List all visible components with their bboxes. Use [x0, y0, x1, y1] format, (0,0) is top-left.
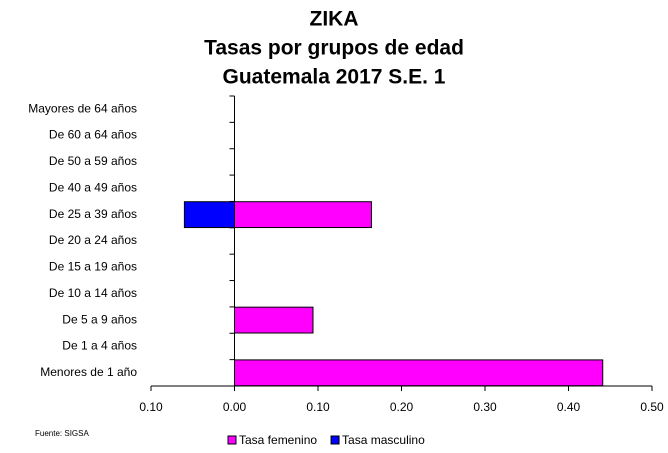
x-tick-label: 0.10: [139, 400, 163, 414]
chart-title: ZIKA: [310, 8, 359, 31]
y-tick-label: De 15 a 19 años: [49, 260, 137, 274]
x-tick-label: 0.20: [390, 400, 414, 414]
chart-title: Guatemala 2017 S.E. 1: [223, 66, 446, 89]
bar: [234, 306, 314, 334]
y-tick-label: De 10 a 14 años: [49, 286, 137, 300]
chart-title: Tasas por grupos de edad: [204, 37, 464, 60]
x-tick-label: 0.00: [223, 400, 247, 414]
y-tick-label: De 40 a 49 años: [49, 180, 137, 194]
source: Fuente: SIGSA: [35, 429, 89, 438]
y-tick-label: De 25 a 39 años: [49, 207, 137, 221]
y-tick-label: Menores de 1 año: [40, 365, 137, 379]
bar: [183, 201, 235, 229]
bar: [234, 359, 604, 387]
x-tick-label: 0.40: [557, 400, 581, 414]
x-tick-label: 0.10: [306, 400, 330, 414]
y-tick-label: De 20 a 24 años: [49, 233, 137, 247]
bar: [234, 201, 372, 229]
legend-swatch: [227, 435, 237, 445]
x-tick-label: 0.50: [640, 400, 664, 414]
y-tick-label: Mayores de 64 años: [28, 101, 137, 115]
legend-label: Tasa femenino: [239, 433, 317, 447]
x-tick-label: 0.30: [473, 400, 497, 414]
y-tick-label: De 60 a 64 años: [49, 128, 137, 142]
legend-label: Tasa masculino: [342, 433, 425, 447]
y-tick-label: De 5 a 9 años: [62, 312, 137, 326]
legend-swatch: [330, 435, 340, 445]
y-tick-label: De 1 a 4 años: [62, 339, 137, 353]
y-tick-label: De 50 a 59 años: [49, 154, 137, 168]
